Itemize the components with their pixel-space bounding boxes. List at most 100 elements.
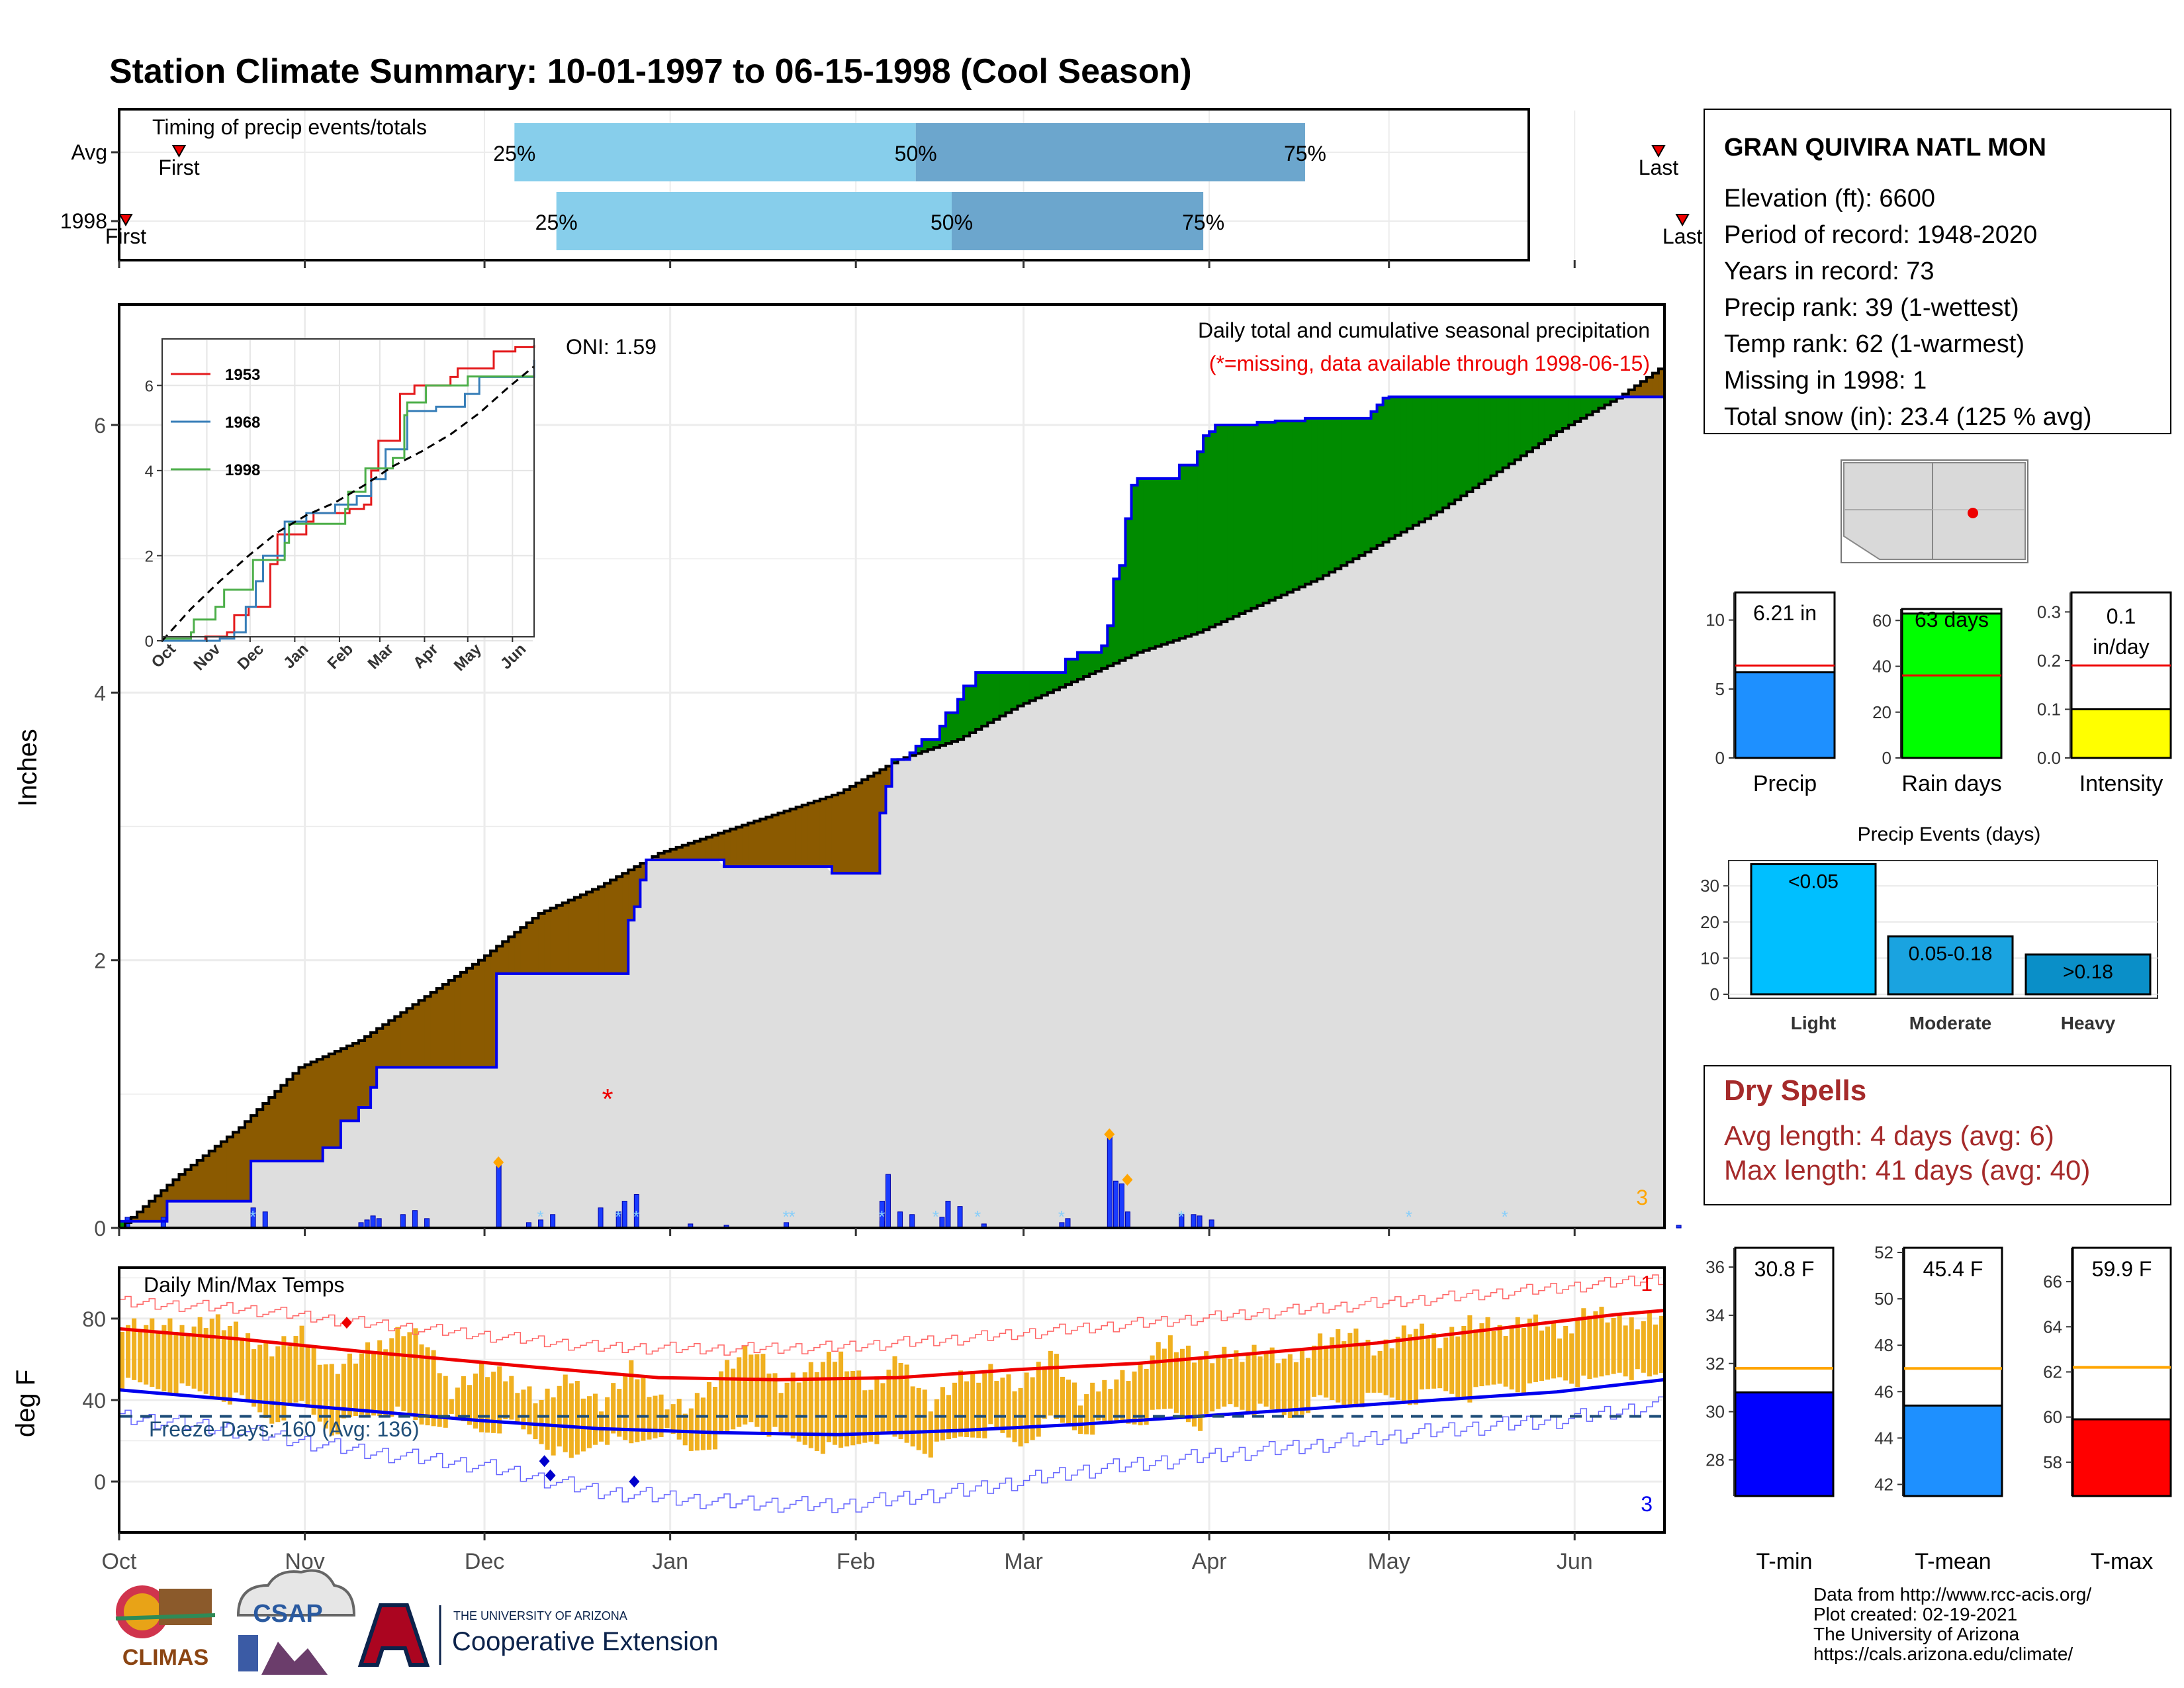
daily-temp-range-bar: [1096, 1391, 1101, 1421]
daily-precip-bar: [550, 1214, 556, 1229]
surplus-band: [976, 672, 982, 729]
daily-temp-range-bar: [1312, 1345, 1317, 1397]
surplus-band: [981, 672, 988, 726]
deficit-band: [220, 1141, 228, 1201]
dry-spells-box: Dry Spells Avg length: 4 days (avg: 6) M…: [1704, 1065, 2171, 1205]
daily-temp-range-bar: [431, 1350, 436, 1427]
surplus-band: [1412, 397, 1420, 526]
event-category-label: Moderate: [1909, 1013, 1991, 1033]
daily-temp-range-bar: [1575, 1321, 1580, 1387]
daily-temp-range-bar: [706, 1382, 711, 1450]
daily-temp-range-bar: [1557, 1338, 1563, 1378]
snow-marker: *: [1406, 1207, 1412, 1227]
daily-temp-range-bar: [754, 1354, 760, 1427]
avg-max-temp-line: [118, 1309, 1665, 1382]
deficit-band: [886, 766, 893, 786]
snow-marker: *: [974, 1207, 981, 1227]
deficit-band: [694, 841, 701, 861]
snow-marker: *: [933, 1207, 939, 1227]
deficit-band: [490, 951, 497, 1068]
deficit-band: [502, 941, 509, 974]
surplus-band: [1017, 672, 1024, 706]
daily-precip-bar: [1676, 1225, 1682, 1229]
deficit-band: [322, 1056, 330, 1148]
deficit-band: [742, 825, 749, 867]
daily-precip-bar: [370, 1215, 376, 1229]
last-event-marker: [1651, 145, 1666, 158]
surplus-band: [1011, 672, 1019, 710]
precip-corner-count: 3: [1636, 1186, 1648, 1209]
deficit-band: [682, 845, 689, 861]
surplus-band: [1317, 418, 1324, 579]
surplus-band: [1388, 397, 1396, 539]
deficit-band: [610, 880, 617, 974]
daily-temp-range-bar: [1407, 1334, 1412, 1405]
y-tick-label: 62: [2043, 1362, 2062, 1382]
daily-temp-range-bar: [910, 1386, 915, 1447]
month-label: May: [1368, 1549, 1410, 1574]
deficit-band: [652, 856, 659, 861]
deficit-band: [628, 870, 635, 920]
surplus-band: [1347, 418, 1353, 563]
deficit-band: [724, 831, 731, 867]
event-bar-label: 0.05-0.18: [1909, 943, 1993, 965]
temp-value-label: 59.9 F: [2092, 1257, 2152, 1281]
surplus-band: [964, 686, 970, 737]
daily-temp-range-bar: [497, 1366, 502, 1434]
event-bar: [1887, 935, 2014, 996]
daily-temp-range-bar: [904, 1364, 909, 1443]
deficit-band: [197, 1160, 204, 1201]
surplus-band: [1059, 672, 1066, 688]
daily-precip-bar: [376, 1218, 382, 1229]
deficit-band: [245, 1121, 251, 1201]
surplus-band: [1610, 397, 1617, 402]
daily-temp-range-bar: [1593, 1311, 1598, 1378]
quartile-bar-upper: [915, 123, 1305, 181]
daily-temp-range-bar: [173, 1331, 179, 1396]
record-high-line: [119, 1274, 1665, 1356]
inset-x-tick-label: Dec: [234, 640, 267, 673]
surplus-band: [1544, 397, 1551, 440]
daily-temp-range-bar: [605, 1397, 610, 1445]
temp-bar: [2071, 1418, 2172, 1497]
surplus-band: [1119, 565, 1126, 661]
quartile-label: 75%: [1182, 211, 1224, 234]
y-tick-label: 52: [1874, 1243, 1893, 1262]
station-line: Period of record: 1948-2020: [1724, 221, 2037, 249]
daily-temp-range-bar: [1587, 1315, 1592, 1379]
deficit-band: [167, 1185, 174, 1201]
daily-temp-range-bar: [688, 1408, 694, 1451]
daily-temp-range-bar: [1150, 1355, 1155, 1410]
daily-temp-range-bar: [719, 1371, 724, 1434]
deficit-band: [394, 1016, 401, 1068]
daily-temp-range-bar: [1521, 1328, 1526, 1395]
y-tick-label: 4: [94, 681, 106, 705]
deficit-band: [874, 773, 880, 874]
daily-temp-range-bar: [395, 1327, 400, 1407]
inset-series-line: [162, 345, 535, 642]
quartile-bar-lower: [556, 192, 952, 250]
first-event-marker: [118, 214, 133, 227]
daily-temp-range-bar: [341, 1364, 346, 1419]
record-temp-marker: [545, 1469, 556, 1481]
daily-temp-range-bar: [287, 1346, 293, 1405]
surplus-band: [1185, 465, 1192, 637]
daily-precip-bar: [957, 1206, 963, 1229]
daily-temp-range-bar: [623, 1374, 628, 1440]
timing-row-label-avg: Avg: [71, 140, 107, 164]
y-tick-label: 50: [1874, 1289, 1893, 1309]
surplus-band: [958, 699, 964, 740]
daily-temp-range-bar: [922, 1389, 927, 1454]
surplus-band: [1245, 424, 1252, 611]
daily-temp-range-bar: [629, 1360, 634, 1444]
daily-temp-range-bar: [515, 1393, 520, 1425]
daily-temp-range-bar: [1048, 1350, 1053, 1416]
daily-temp-range-bar: [808, 1362, 813, 1448]
surplus-band: [933, 739, 940, 748]
daily-temp-range-bar: [682, 1413, 688, 1446]
surplus-band: [1209, 432, 1216, 628]
deficit-band: [514, 932, 521, 974]
daily-temp-range-bar: [401, 1336, 406, 1411]
y-tick-label: 60: [2043, 1407, 2062, 1427]
inset-x-tick-label: Jun: [497, 640, 529, 673]
